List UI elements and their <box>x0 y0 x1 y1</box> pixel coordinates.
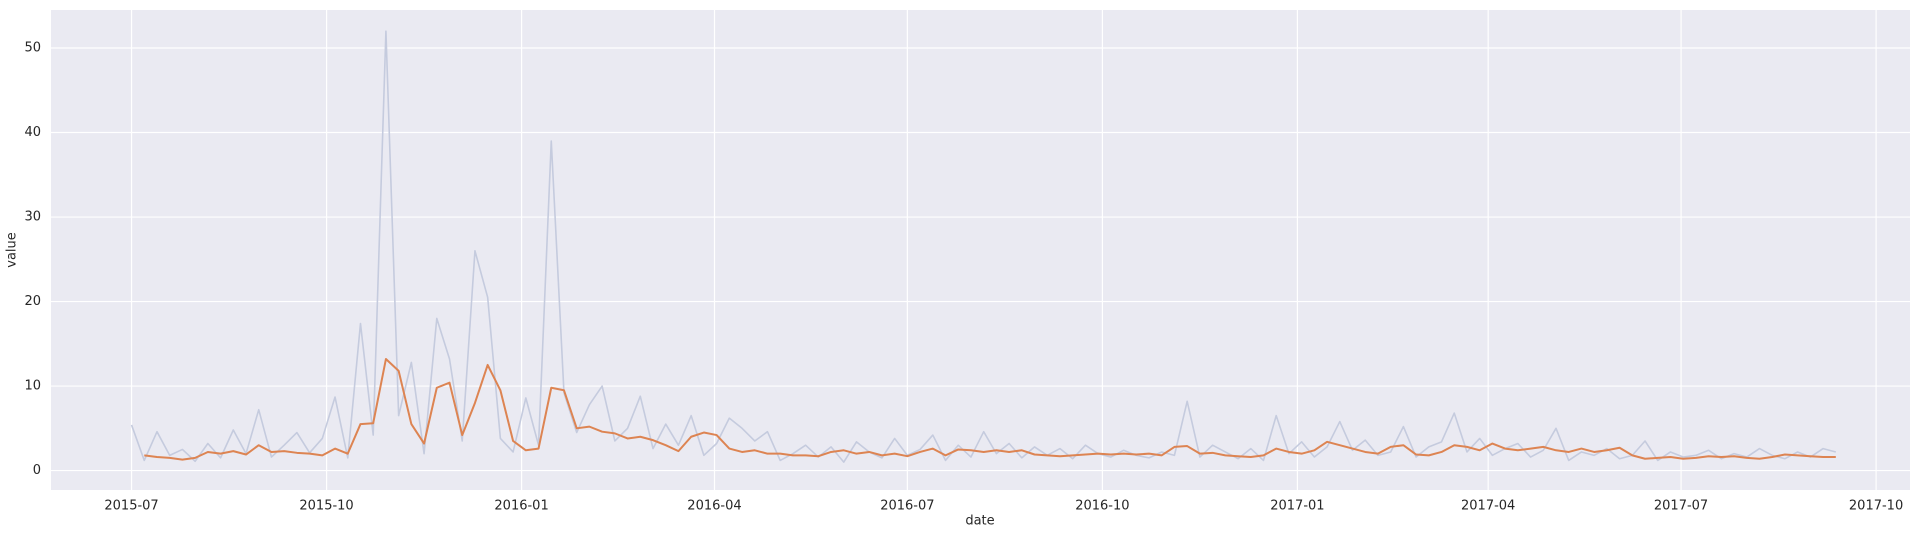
x-tick-label: 2015-10 <box>299 499 353 514</box>
x-tick-label: 2016-10 <box>1075 499 1129 514</box>
y-tick-label: 0 <box>33 463 41 478</box>
y-tick-label: 10 <box>24 379 41 394</box>
series-line <box>130 30 1837 463</box>
plot-background <box>51 10 1910 490</box>
y-axis-label: value <box>5 232 20 268</box>
x-tick-label: 2017-04 <box>1461 499 1515 514</box>
x-axis-label: date <box>965 514 994 529</box>
x-tick-label: 2017-07 <box>1654 499 1708 514</box>
x-tick-label: 2016-07 <box>880 499 934 514</box>
x-tick-label: 2016-01 <box>494 499 548 514</box>
y-tick-label: 20 <box>24 294 41 309</box>
series-line <box>144 358 1836 461</box>
y-tick-label: 30 <box>24 210 41 225</box>
x-tick-label: 2016-04 <box>687 499 741 514</box>
x-tick-label: 2017-10 <box>1849 499 1903 514</box>
y-tick-label: 40 <box>24 125 41 140</box>
y-tick-label: 50 <box>24 41 41 56</box>
x-tick-label: 2017-01 <box>1270 499 1324 514</box>
x-tick-label: 2015-07 <box>104 499 158 514</box>
